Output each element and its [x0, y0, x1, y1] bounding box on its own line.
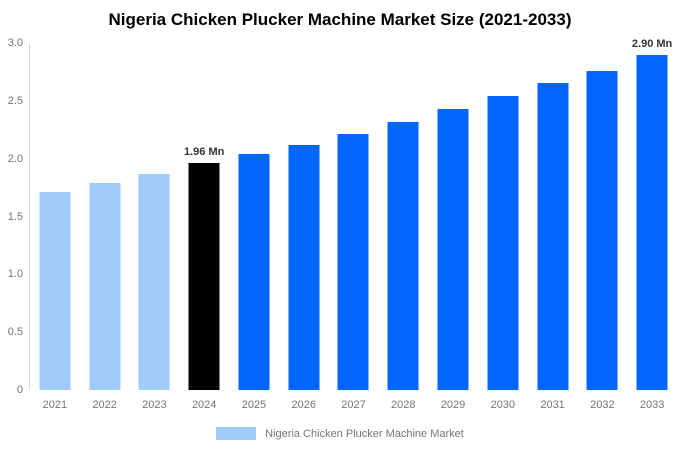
chart-title: Nigeria Chicken Plucker Machine Market S…: [108, 10, 572, 29]
legend-swatch: [216, 427, 257, 440]
bar-2022: [89, 182, 121, 390]
y-tick-label-0.5: 0.5: [7, 326, 23, 339]
bar-slot-2032: 2032: [577, 43, 627, 411]
bar-2030: [487, 96, 519, 390]
bar-2032: [586, 70, 618, 390]
x-tick-label-2031: 2031: [540, 399, 565, 411]
bar-2028: [387, 121, 419, 390]
x-tick-label-2028: 2028: [391, 399, 416, 411]
bar-2025: [238, 154, 270, 390]
x-tick-label-2025: 2025: [241, 399, 267, 411]
x-tick-label-2027: 2027: [341, 399, 366, 411]
x-tick-label-2023: 2023: [142, 399, 167, 411]
y-tick-label-3.0: 3.0: [7, 37, 23, 49]
x-tick-label-2026: 2026: [291, 399, 316, 411]
legend-item[interactable]: Nigeria Chicken Plucker Machine Market: [0, 425, 680, 442]
x-tick-label-2032: 2032: [590, 399, 615, 411]
bar-slot-2030: 2030: [478, 43, 528, 411]
bar-2024: [188, 163, 220, 390]
bar-2027: [337, 134, 369, 390]
bar-2026: [288, 144, 320, 390]
y-tick-label-2.0: 2.0: [7, 152, 23, 165]
data-label-2024: 1.96 Mn: [183, 146, 225, 159]
bar-slot-2025: 2025: [229, 43, 279, 411]
x-tick-label-2024: 2024: [191, 399, 217, 411]
legend-label: Nigeria Chicken Plucker Machine Market: [265, 427, 464, 440]
x-tick-label-2021: 2021: [42, 399, 68, 411]
bar-slot-2023: 2023: [130, 43, 180, 411]
x-tick-label-2022: 2022: [92, 399, 117, 411]
bar-2029: [437, 108, 469, 390]
bar-slot-2031: 2031: [528, 43, 578, 411]
x-tick-label-2029: 2029: [440, 399, 466, 411]
y-tick-label-2.5: 2.5: [7, 94, 23, 107]
bar-slot-2022: 2022: [80, 43, 130, 411]
bar-2023: [138, 173, 170, 390]
bar-slot-2021: 2021: [30, 43, 80, 411]
y-tick-label-0: 0: [16, 384, 23, 396]
y-tick-label-1.5: 1.5: [7, 210, 23, 223]
bar-slot-2033: 2033 2.90 Mn: [627, 38, 677, 411]
data-label-2033: 2.90 Mn: [631, 37, 673, 50]
bar-slot-2029: 2029: [428, 43, 478, 411]
bar-slot-2027: 2027: [329, 43, 379, 411]
bar-2033: [636, 54, 668, 390]
bar-2021: [39, 192, 71, 390]
bar-slot-2028: 2028: [378, 43, 428, 411]
y-tick-label-1.0: 1.0: [7, 268, 23, 281]
plot-area: 0 0.5 1.0 1.5 2.0 2.5 3.0 2021 2022 2023 2024 1.96 …: [8, 37, 677, 411]
x-tick-label-2030: 2030: [490, 399, 516, 411]
x-tick-label-2033: 2033: [639, 399, 665, 411]
bar-2031: [537, 83, 569, 390]
bar-slot-2024: 2024 1.96 Mn: [179, 43, 229, 411]
bar-slot-2026: 2026: [279, 43, 329, 411]
